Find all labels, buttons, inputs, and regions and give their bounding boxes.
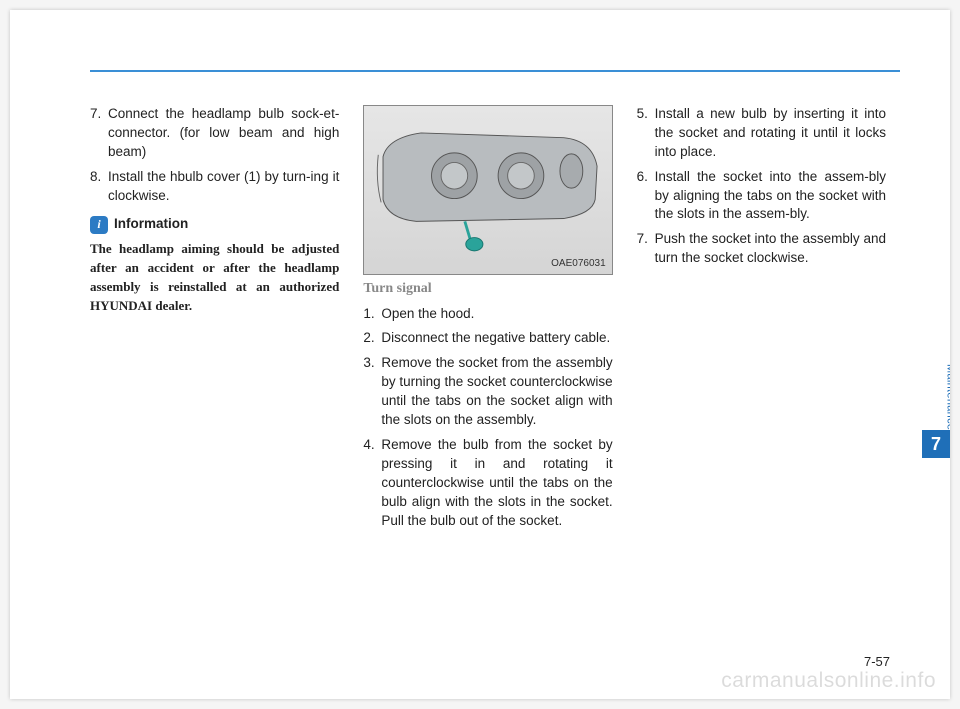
list-item: 5. Install a new bulb by inserting it in… <box>637 105 886 162</box>
item-number: 7. <box>90 105 108 162</box>
list-item: 7. Push the socket into the assembly and… <box>637 230 886 268</box>
item-number: 8. <box>90 168 108 206</box>
list-item: 7. Connect the headlamp bulb sock-et-con… <box>90 105 339 162</box>
section-tab: 7 <box>922 430 950 458</box>
info-heading-row: i Information <box>90 215 339 234</box>
item-number: 2. <box>363 329 381 348</box>
column-3: 5. Install a new bulb by inserting it in… <box>637 105 886 639</box>
item-text: Install a new bulb by inserting it into … <box>655 105 886 162</box>
info-label: Information <box>114 215 188 234</box>
info-icon: i <box>90 216 108 234</box>
list-item: 1. Open the hood. <box>363 305 612 324</box>
top-rule <box>90 70 900 72</box>
item-number: 4. <box>363 436 381 530</box>
item-text: Install the socket into the assem-bly by… <box>655 168 886 225</box>
column-1: 7. Connect the headlamp bulb sock-et-con… <box>90 105 339 639</box>
col3-list: 5. Install a new bulb by inserting it in… <box>637 105 886 268</box>
column-2: OAE076031 Turn signal 1. Open the hood. … <box>363 105 612 639</box>
list-item: 3. Remove the socket from the assembly b… <box>363 354 612 430</box>
list-item: 8. Install the hbulb cover (1) by turn-i… <box>90 168 339 206</box>
item-text: Install the hbulb cover (1) by turn-ing … <box>108 168 339 206</box>
item-text: Open the hood. <box>381 305 612 324</box>
item-number: 3. <box>363 354 381 430</box>
content-area: 7. Connect the headlamp bulb sock-et-con… <box>90 105 886 639</box>
section-label: Maintenance <box>944 364 950 430</box>
item-text: Disconnect the negative battery cable. <box>381 329 612 348</box>
item-text: Remove the socket from the assembly by t… <box>381 354 612 430</box>
page-number: 7-57 <box>864 654 890 669</box>
list-item: 2. Disconnect the negative battery cable… <box>363 329 612 348</box>
watermark: carmanualsonline.info <box>721 669 936 693</box>
col1-list: 7. Connect the headlamp bulb sock-et-con… <box>90 105 339 205</box>
turn-signal-heading: Turn signal <box>363 279 612 299</box>
list-item: 6. Install the socket into the assem-bly… <box>637 168 886 225</box>
headlamp-svg <box>364 106 611 274</box>
item-text: Connect the headlamp bulb sock-et-connec… <box>108 105 339 162</box>
col2-list: 1. Open the hood. 2. Disconnect the nega… <box>363 305 612 531</box>
item-number: 6. <box>637 168 655 225</box>
figure-code: OAE076031 <box>551 257 606 271</box>
item-number: 5. <box>637 105 655 162</box>
info-text: The headlamp aiming should be adjusted a… <box>90 240 339 315</box>
headlamp-figure: OAE076031 <box>363 105 612 275</box>
item-number: 1. <box>363 305 381 324</box>
manual-page: 7. Connect the headlamp bulb sock-et-con… <box>10 10 950 699</box>
item-text: Push the socket into the assembly and tu… <box>655 230 886 268</box>
list-item: 4. Remove the bulb from the socket by pr… <box>363 436 612 530</box>
item-number: 7. <box>637 230 655 268</box>
item-text: Remove the bulb from the socket by press… <box>381 436 612 530</box>
